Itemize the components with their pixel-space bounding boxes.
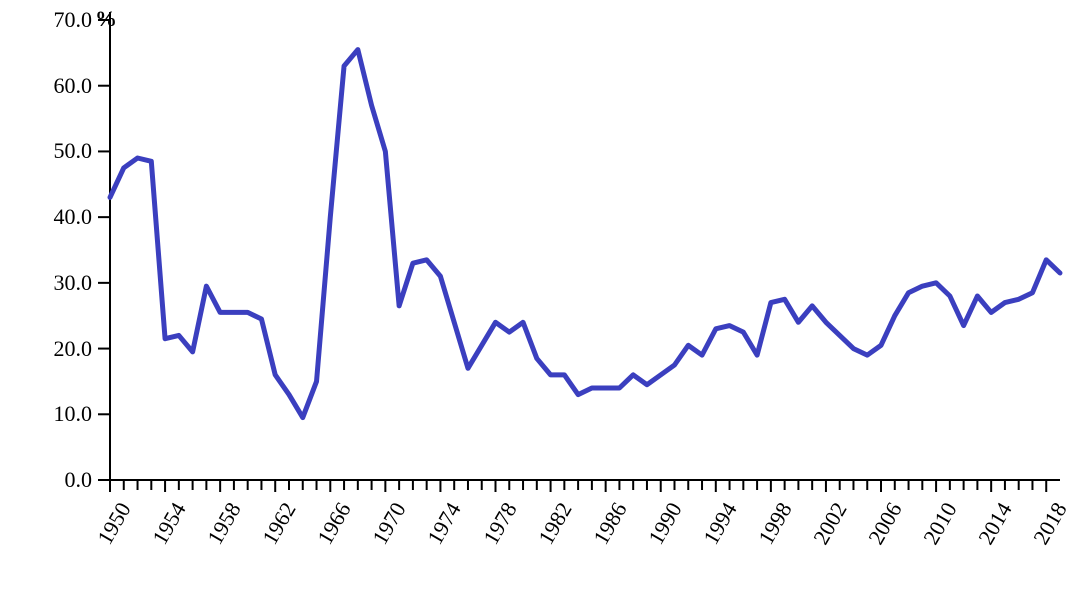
y-tick-label: 0.0 [65,467,93,493]
y-unit-label: % [95,6,117,32]
chart-container: %0.010.020.030.040.050.060.070.019501954… [0,0,1080,614]
y-tick-label: 40.0 [54,204,93,230]
y-tick-label: 30.0 [54,270,93,296]
y-tick-label: 20.0 [54,336,93,362]
y-tick-label: 60.0 [54,73,93,99]
y-tick-label: 10.0 [54,401,93,427]
y-tick-label: 70.0 [54,7,93,33]
y-tick-label: 50.0 [54,138,93,164]
